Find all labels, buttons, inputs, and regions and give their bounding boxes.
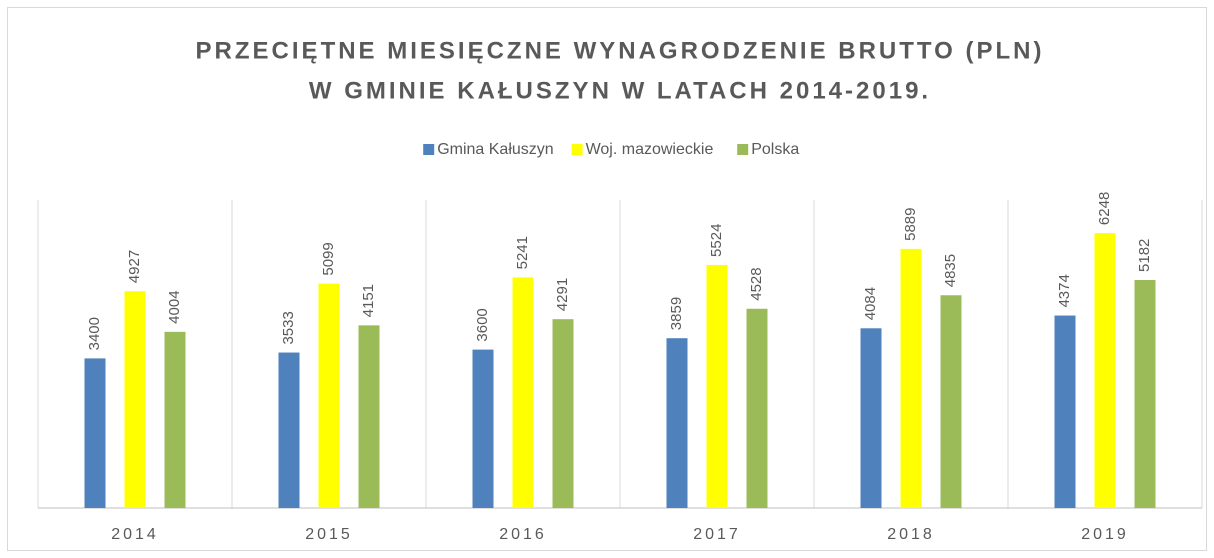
bar [278, 352, 300, 508]
x-tick-label: 2014 [111, 526, 159, 543]
legend-label: Woj. mazowieckie [586, 141, 714, 158]
bar [666, 338, 688, 508]
bar [472, 349, 494, 508]
legend-swatch [571, 144, 583, 155]
data-label: 5524 [708, 224, 725, 257]
chart-border [7, 7, 1207, 551]
bar [164, 331, 186, 508]
bar [84, 358, 106, 508]
data-label: 4291 [554, 278, 571, 311]
data-label: 5182 [1136, 239, 1153, 272]
bar [1054, 315, 1076, 508]
bar [940, 295, 962, 508]
data-label: 4374 [1056, 274, 1073, 307]
x-tick-label: 2015 [305, 526, 353, 543]
bar [1094, 233, 1116, 508]
x-tick-label: 2018 [887, 526, 935, 543]
chart-title: W GMINIE KAŁUSZYN W LATACH 2014-2019. [309, 77, 931, 104]
data-label: 4084 [862, 287, 879, 320]
data-label: 3600 [474, 308, 491, 341]
bar [746, 308, 768, 508]
data-label: 4528 [748, 267, 765, 300]
bar [706, 264, 728, 508]
data-label: 5099 [320, 242, 337, 275]
bar [358, 325, 380, 508]
legend-label: Polska [751, 141, 799, 158]
data-label: 3859 [668, 297, 685, 330]
x-tick-label: 2019 [1081, 526, 1129, 543]
x-tick-label: 2017 [693, 526, 741, 543]
bar [900, 248, 922, 508]
legend-label: Gmina Kałuszyn [437, 141, 554, 158]
data-label: 4927 [126, 250, 143, 283]
data-label: 6248 [1096, 192, 1113, 225]
data-label: 5889 [902, 208, 919, 241]
legend-swatch [737, 144, 749, 155]
bar [860, 328, 882, 508]
data-label: 4151 [360, 284, 377, 317]
data-label: 5241 [514, 236, 531, 269]
bar [124, 291, 146, 508]
data-label: 4004 [166, 290, 183, 323]
bar [552, 319, 574, 508]
data-label: 3533 [280, 311, 297, 344]
legend-swatch [423, 144, 435, 155]
bar [512, 277, 534, 508]
chart-title: PRZECIĘTNE MIESIĘCZNE WYNAGRODZENIE BRUT… [196, 37, 1045, 64]
data-label: 4835 [942, 254, 959, 287]
data-label: 3400 [86, 317, 103, 350]
bar [318, 283, 340, 508]
x-tick-label: 2016 [499, 526, 547, 543]
bar [1134, 279, 1156, 508]
